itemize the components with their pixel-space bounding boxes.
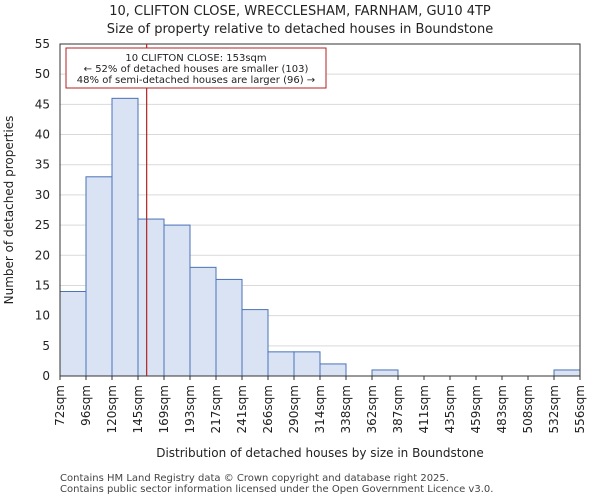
bar: [371, 369, 399, 377]
x-axis-title: Distribution of detached houses by size …: [156, 446, 484, 460]
x-tick-label: 532sqm: [547, 385, 561, 433]
x-tick-label: 459sqm: [469, 385, 483, 433]
y-tick-label: 45: [35, 97, 50, 111]
y-tick-label: 10: [35, 309, 50, 323]
bar: [189, 266, 217, 377]
x-tick-label: 145sqm: [131, 385, 145, 433]
y-tick-label: 25: [35, 218, 50, 232]
bar: [553, 369, 581, 377]
x-axis-ticks: 72sqm 96sqm 120sqm 145sqm 169sqm 193sqm 217sqm…: [53, 376, 587, 433]
chart: 10, CLIFTON CLOSE, WRECCLESHAM, FARNHAM,…: [2, 4, 587, 460]
y-tick-label: 0: [42, 369, 50, 383]
y-axis-ticks: 0 5 10 15 20 25 30 35 40 45 50 55: [35, 37, 50, 383]
chart-title-line1: 10, CLIFTON CLOSE, WRECCLESHAM, FARNHAM,…: [109, 4, 491, 19]
y-tick-label: 20: [35, 248, 50, 262]
x-tick-label: 120sqm: [105, 385, 119, 433]
bar: [293, 351, 321, 377]
annotation-line2: ← 52% of detached houses are smaller (10…: [84, 64, 309, 75]
x-tick-label: 483sqm: [495, 385, 509, 433]
x-tick-label: 387sqm: [391, 385, 405, 433]
bar: [241, 309, 269, 377]
annotation-box: 10 CLIFTON CLOSE: 153sqm ← 52% of detach…: [65, 47, 327, 89]
bar: [111, 97, 139, 377]
x-tick-label: 72sqm: [53, 385, 67, 426]
bar: [267, 351, 295, 377]
x-tick-label: 217sqm: [209, 385, 223, 433]
x-tick-label: 314sqm: [313, 385, 327, 433]
x-tick-label: 96sqm: [79, 385, 93, 426]
x-tick-label: 290sqm: [287, 385, 301, 433]
chart-title-line2: Size of property relative to detached ho…: [107, 22, 493, 37]
x-tick-label: 435sqm: [443, 385, 457, 433]
y-tick-label: 5: [42, 339, 50, 353]
footer-line1: Contains HM Land Registry data © Crown c…: [60, 473, 449, 484]
x-tick-label: 241sqm: [235, 385, 249, 433]
bars: [59, 97, 581, 377]
x-tick-label: 193sqm: [183, 385, 197, 433]
plot-frame: [59, 43, 581, 377]
y-tick-label: 55: [35, 37, 50, 51]
x-tick-label: 338sqm: [339, 385, 353, 433]
x-tick-label: 266sqm: [261, 385, 275, 433]
bar: [163, 224, 191, 377]
footer-line2: Contains public sector information licen…: [60, 484, 494, 495]
y-tick-label: 15: [35, 278, 50, 292]
x-tick-label: 169sqm: [157, 385, 171, 433]
annotation-line3: 48% of semi-detached houses are larger (…: [77, 75, 315, 86]
bar: [319, 363, 347, 377]
bar: [85, 176, 113, 377]
y-tick-label: 35: [35, 158, 50, 172]
bar: [137, 218, 165, 377]
x-tick-label: 556sqm: [573, 385, 587, 433]
bar: [59, 290, 87, 377]
bar: [215, 278, 243, 377]
x-tick-label: 362sqm: [365, 385, 379, 433]
y-tick-label: 40: [35, 128, 50, 142]
y-tick-label: 50: [35, 67, 50, 81]
annotation-line1: 10 CLIFTON CLOSE: 153sqm: [125, 53, 266, 64]
x-tick-label: 411sqm: [417, 385, 431, 433]
x-tick-label: 508sqm: [521, 385, 535, 433]
y-tick-label: 30: [35, 188, 50, 202]
y-axis-title: Number of detached properties: [2, 116, 16, 305]
